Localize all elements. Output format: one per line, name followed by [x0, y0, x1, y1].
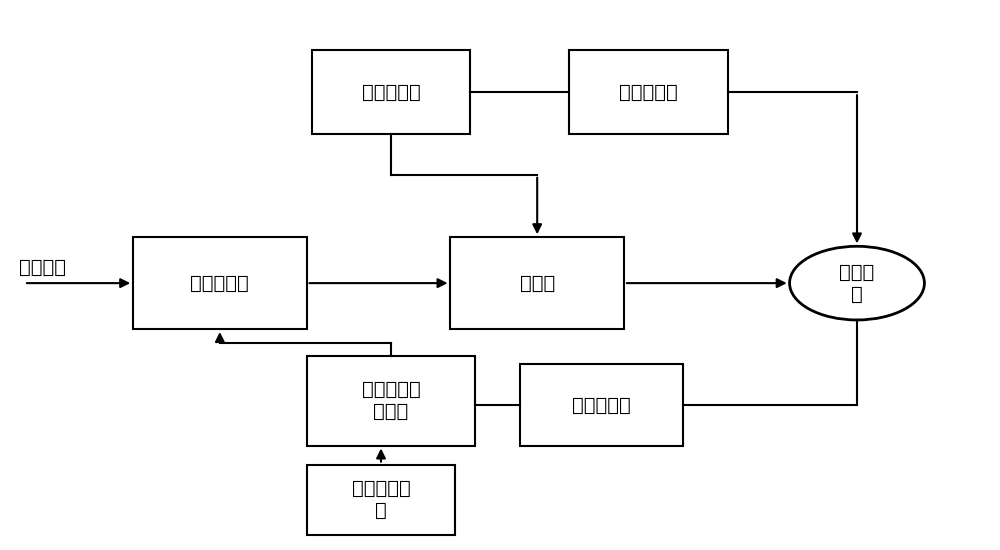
Text: 循环水
泵: 循环水 泵 — [839, 262, 875, 304]
Bar — [307, 356, 475, 446]
Bar — [312, 50, 470, 134]
Bar — [569, 50, 728, 134]
Text: 温度信号转
换模块: 温度信号转 换模块 — [362, 381, 420, 421]
Bar — [307, 465, 455, 535]
Circle shape — [790, 246, 924, 320]
Text: 温度传感器: 温度传感器 — [572, 395, 631, 415]
Bar — [520, 364, 683, 446]
Text: 变频器: 变频器 — [520, 273, 555, 293]
Text: 温度调节器: 温度调节器 — [190, 273, 249, 293]
Bar — [133, 237, 307, 329]
Text: 温度给定: 温度给定 — [19, 257, 66, 277]
Text: 压力传感器: 压力传感器 — [619, 82, 678, 102]
Bar — [450, 237, 624, 329]
Text: 压力调节器: 压力调节器 — [362, 82, 420, 102]
Text: 稳频振荡电
路: 稳频振荡电 路 — [352, 479, 410, 520]
